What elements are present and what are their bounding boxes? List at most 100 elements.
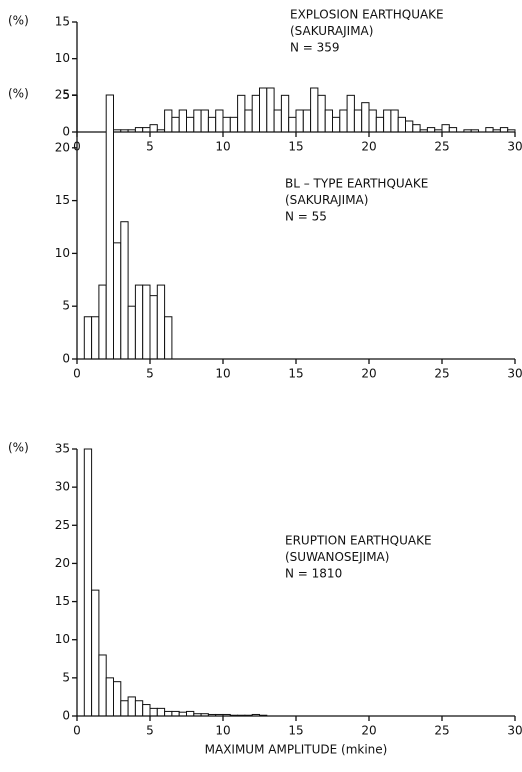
y-tick-label: 5 [62,299,70,313]
bar [339,109,348,133]
bar [215,109,224,133]
bar [390,109,399,133]
bar [120,700,129,717]
bar [273,109,282,133]
bar [448,127,458,133]
bar [83,316,93,360]
bar [164,710,173,717]
bar [317,94,326,133]
bar [266,87,275,133]
x-tick-label: 10 [215,140,230,154]
bar [361,102,370,133]
bar [164,109,173,133]
bar [142,284,151,360]
bar [251,94,260,133]
x-tick-label: 5 [146,140,154,154]
bar [164,316,173,360]
bar [375,116,385,133]
annotation: ERUPTION EARTHQUAKE [285,534,432,548]
bar [426,127,436,133]
bar [207,116,217,133]
x-tick-label: 15 [288,724,303,738]
bar [310,87,319,133]
annotation: N = 55 [285,210,327,224]
x-tick-label: 0 [73,724,81,738]
bar [134,284,144,360]
y-tick-label: 5 [62,88,70,102]
bar [353,109,363,133]
y-tick-label: 5 [62,670,70,684]
y-tick-label: 10 [55,51,70,65]
bar [186,710,195,717]
bar [178,109,187,133]
bar [134,700,144,717]
y-tick-label: 30 [55,480,70,494]
bar [229,116,239,133]
y-tick-label: 0 [62,709,70,723]
bar [156,284,166,360]
y-tick-label: 10 [55,246,70,260]
y-tick-label: 35 [55,442,70,456]
bar [127,305,136,360]
x-tick-label: 20 [361,724,376,738]
bar [98,654,107,717]
bar [134,127,144,133]
x-tick-label: 25 [434,367,449,381]
y-tick-label: 25 [55,518,70,532]
x-tick-label: 30 [507,367,522,381]
bar [200,109,209,133]
bar [171,116,180,133]
bar [113,242,122,360]
bar [127,696,136,717]
y-axis-label: (%) [8,14,29,28]
bar [91,589,100,717]
bar [113,681,122,717]
bar [105,94,114,360]
bar [222,116,231,133]
bar [105,677,114,717]
bar [237,94,246,133]
bar [171,710,180,717]
x-tick-label: 5 [146,367,154,381]
bar [91,316,100,360]
x-tick-label: 20 [361,140,376,154]
x-tick-label: 15 [288,367,303,381]
x-tick-label: 15 [288,140,303,154]
annotation: EXPLOSION EARTHQUAKE [290,8,444,22]
bar [149,295,158,360]
bar [499,127,509,133]
y-tick-label: 15 [55,594,70,608]
x-tick-label: 25 [434,140,449,154]
x-tick-label: 5 [146,724,154,738]
y-tick-label: 10 [55,632,70,646]
y-tick-label: 15 [55,193,70,207]
y-axis-label: (%) [8,87,29,101]
bar [149,124,158,133]
bar [83,448,93,717]
x-tick-label: 0 [73,367,81,381]
bar [142,127,151,133]
bar [186,116,195,133]
annotation: N = 1810 [285,567,342,581]
y-tick-label: 20 [55,140,70,154]
x-tick-label: 25 [434,724,449,738]
annotation: (SUWANOSEJIMA) [285,550,389,564]
y-tick-label: 20 [55,556,70,570]
bar [259,87,268,133]
x-axis-label: MAXIMUM AMPLITUDE (mkine) [205,743,388,757]
bar [405,120,414,133]
bar [383,109,392,133]
y-tick-label: 25 [55,88,70,102]
y-tick-label: 15 [55,15,70,29]
annotation: BL – TYPE EARTHQUAKE [285,177,428,191]
bar [142,704,151,717]
bar [485,127,494,133]
bar [149,707,158,717]
bar [120,221,129,360]
x-tick-label: 20 [361,367,376,381]
bar [332,116,341,133]
bar [193,109,202,133]
x-tick-label: 30 [507,140,522,154]
bar [412,124,421,133]
